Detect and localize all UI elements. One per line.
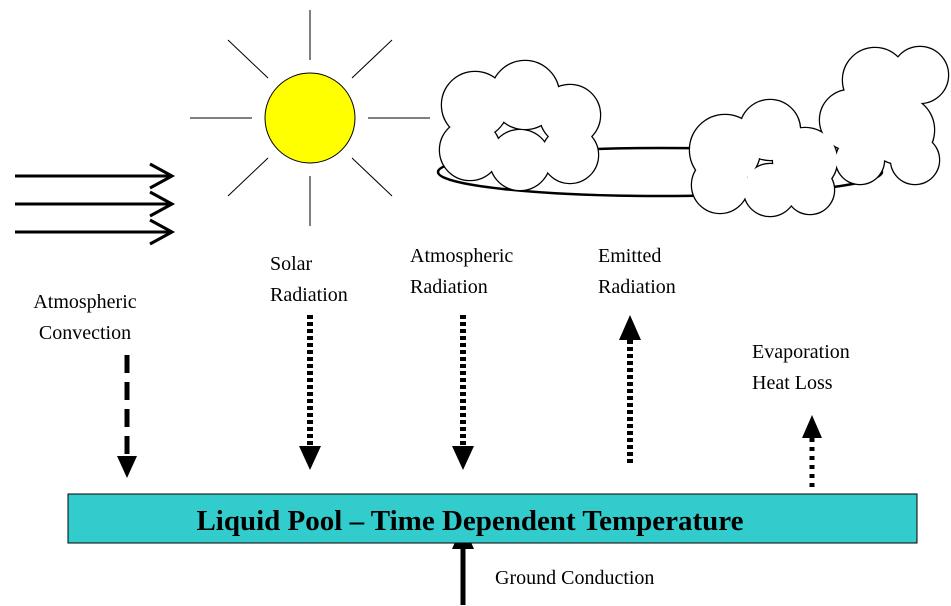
flux-label: Solar [270, 253, 313, 275]
pool [67, 493, 918, 544]
flux-label: Heat Loss [752, 372, 833, 394]
flux-label: Emitted [598, 245, 661, 267]
flux-label: Evaporation [752, 341, 850, 363]
flux-label: Radiation [410, 276, 488, 298]
flux-label: Radiation [270, 284, 348, 306]
sun [190, 10, 430, 226]
pool-label: Liquid Pool – Time Dependent Temperature [196, 505, 743, 537]
flux-label: Radiation [598, 276, 676, 298]
clouds [436, 45, 950, 218]
flux-label: Atmospheric [410, 245, 513, 267]
wind-arrows [15, 162, 176, 246]
flux-label: Atmospheric [33, 291, 136, 313]
ground-label: Ground Conduction [495, 567, 654, 589]
flux-label: Convection [39, 322, 131, 344]
flux-arrows [117, 315, 822, 605]
